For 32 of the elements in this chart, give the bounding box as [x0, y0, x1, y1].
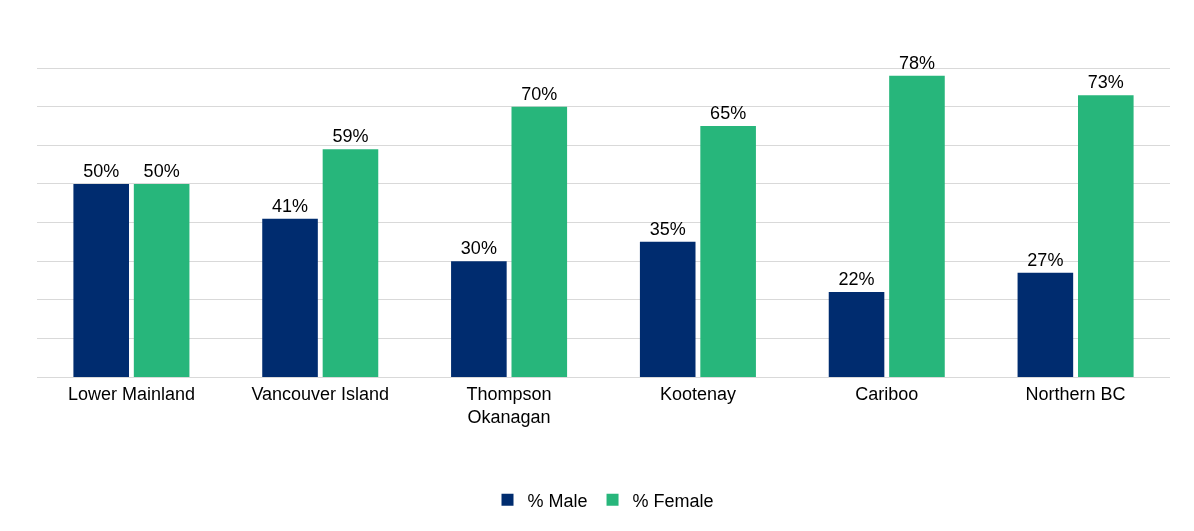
data-label: 27% — [1027, 249, 1064, 270]
bar — [451, 261, 507, 377]
data-label: 70% — [521, 83, 558, 104]
data-label: 59% — [332, 126, 369, 147]
legend-label: % Female — [632, 490, 714, 511]
bar — [133, 183, 190, 377]
x-tick-label: Cariboo — [855, 383, 919, 404]
data-label: 35% — [649, 218, 686, 239]
bar — [1017, 272, 1074, 377]
x-tick-label: Kootenay — [659, 383, 736, 404]
data-label: 78% — [898, 52, 935, 73]
data-label: 50% — [143, 160, 180, 181]
x-tick-label: Lower Mainland — [67, 383, 195, 404]
bar — [511, 106, 568, 377]
bar — [1078, 95, 1134, 377]
data-label: 41% — [272, 195, 309, 216]
bar — [828, 292, 885, 377]
x-tick-label: Vancouver Island — [251, 383, 390, 404]
data-label: 30% — [460, 238, 497, 259]
bar — [700, 126, 756, 377]
bar — [639, 241, 696, 377]
bar — [889, 75, 945, 377]
data-label: 50% — [83, 160, 120, 181]
data-label: 73% — [1087, 72, 1124, 93]
data-label: 65% — [710, 103, 747, 124]
bar — [73, 183, 129, 377]
x-tick-label: Thompson Okanagan — [466, 383, 552, 427]
data-label: 22% — [838, 269, 875, 290]
x-tick-label: Northern BC — [1025, 383, 1126, 404]
legend-label: % Male — [527, 490, 588, 511]
bar — [262, 218, 318, 377]
bar — [322, 149, 379, 377]
